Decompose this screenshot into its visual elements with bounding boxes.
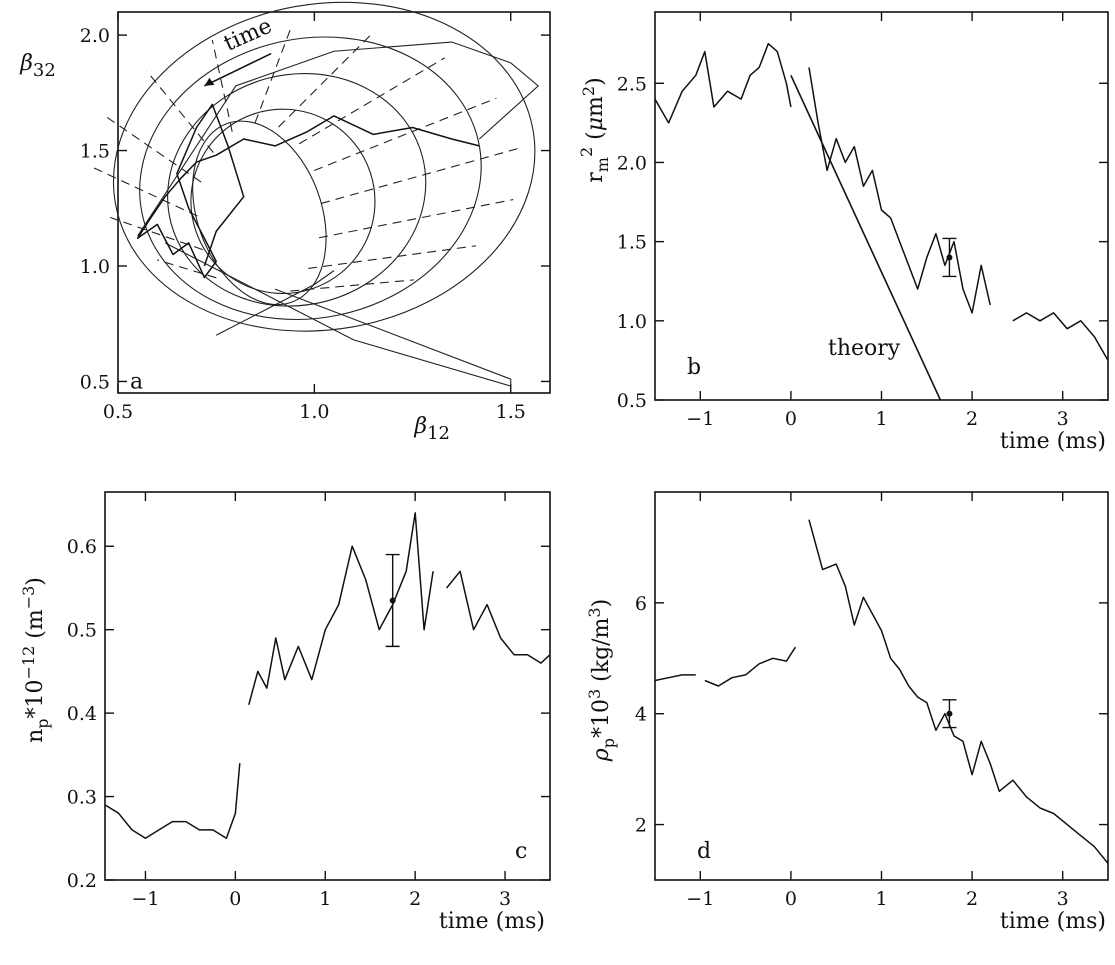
y-tick-label: 1.0 [80, 256, 110, 278]
plot-frame [104, 491, 551, 881]
mesh-tail [164, 242, 512, 387]
mesh-contour [112, 1, 536, 332]
mesh-spoke [91, 166, 198, 217]
y-axis-label: np*10−12 (m−3) [19, 577, 52, 743]
x-tick-label: 3 [499, 888, 511, 910]
series-line [808, 67, 991, 314]
y-tick-label: 1.5 [80, 141, 110, 163]
x-tick-label: 0 [229, 888, 241, 910]
panel-d: −1 0 1 2 3 2 4 6 d time (ms) ρp*103 (kg/m3) [585, 491, 1109, 934]
x-tick-label: 2 [966, 408, 978, 430]
series-line [654, 42, 792, 124]
mesh-outer-boundary [137, 41, 540, 237]
mesh-spoke [104, 115, 202, 183]
series-line [248, 512, 434, 705]
panel-label: c [515, 839, 527, 864]
x-tick-label: 0 [785, 408, 797, 430]
y-tick-label: 6 [635, 593, 647, 615]
series-line [446, 570, 551, 664]
y-axis-label: ρp*103 (kg/m3) [585, 599, 618, 762]
mesh-spoke [290, 279, 415, 292]
error-bar-point [389, 597, 396, 604]
y-tick-label: 0.5 [617, 390, 647, 412]
y-tick-label: 0.4 [67, 703, 97, 725]
x-tick-label: 3 [1057, 888, 1069, 910]
y-tick-label: 0.2 [67, 870, 97, 892]
time-annotation: time [220, 14, 276, 57]
series-line [704, 646, 797, 687]
y-tick-label: 1.0 [617, 311, 647, 333]
time-arrowhead [204, 77, 215, 86]
x-tick-label: 2 [966, 888, 978, 910]
mesh-spoke [298, 57, 445, 145]
x-axis-label: β12 [413, 414, 450, 444]
series-line [654, 674, 696, 682]
y-tick-label: 2.0 [617, 152, 647, 174]
mesh-spoke [254, 26, 293, 124]
x-tick-label: 1.0 [299, 401, 329, 423]
x-tick-label: 3 [1057, 408, 1069, 430]
x-axis-label: time (ms) [439, 909, 545, 934]
x-axis-label: time (ms) [1000, 429, 1106, 454]
error-bar-point [946, 254, 953, 261]
plot-frame [117, 11, 551, 394]
x-tick-label: −1 [686, 888, 714, 910]
series-line [104, 763, 241, 840]
mesh-spoke [308, 245, 477, 269]
mesh-spoke [320, 147, 521, 204]
y-tick-label: 4 [635, 704, 647, 726]
mesh-spoke [211, 39, 233, 132]
x-tick-label: −1 [686, 408, 714, 430]
x-axis-label: time (ms) [1000, 909, 1106, 934]
panel-label: a [130, 369, 143, 394]
y-tick-label: 0.5 [67, 620, 97, 642]
series-line [1012, 312, 1109, 361]
y-tick-label: 0.3 [67, 787, 97, 809]
mesh-spoke [146, 70, 214, 153]
mesh-spoke [318, 199, 514, 239]
x-tick-label: 1 [875, 888, 887, 910]
panel-label: b [687, 355, 701, 380]
x-tick-label: 0.5 [103, 401, 133, 423]
y-axis-label: β32 [19, 51, 56, 81]
theory-line [790, 75, 942, 401]
panel-b: −1 0 1 2 3 0.5 1.0 1.5 2.0 2.5 theory b time (ms) rm2… [577, 11, 1109, 454]
y-tick-label: 0.5 [80, 371, 110, 393]
y-tick-label: 2.5 [617, 73, 647, 95]
x-tick-label: 1 [319, 888, 331, 910]
series-line [136, 103, 480, 279]
error-bar-point [946, 710, 953, 717]
y-axis-label: rm2 (μm2) [577, 77, 612, 182]
panel-label: d [697, 839, 711, 864]
x-tick-label: 2 [409, 888, 421, 910]
mesh-tail [215, 270, 335, 336]
mesh-spoke [156, 259, 217, 279]
x-tick-label: 0 [785, 888, 797, 910]
time-arrow [204, 52, 272, 87]
y-tick-label: 1.5 [617, 232, 647, 254]
panel-c: −1 0 1 2 3 0.2 0.3 0.4 0.5 0.6 c time (ms) np*10−12 … [19, 491, 551, 934]
x-tick-label: 1.5 [496, 401, 526, 423]
plot-frame [654, 491, 1109, 881]
x-tick-label: −1 [131, 888, 159, 910]
mesh-spoke [313, 97, 497, 172]
mesh-spoke [278, 32, 374, 128]
theory-annotation: theory [828, 336, 901, 361]
y-tick-label: 2 [635, 815, 647, 837]
x-tick-label: 1 [875, 408, 887, 430]
mesh-contour [167, 72, 427, 307]
panel-a: 0.5 1.0 1.5 0.5 1.0 1.5 2.0 time a β12 β32 [19, 1, 551, 444]
y-tick-label: 2.0 [80, 25, 110, 47]
series-line [808, 519, 1109, 864]
mesh-contour [139, 36, 482, 321]
y-tick-label: 0.6 [67, 536, 97, 558]
mesh-inner-boundary [192, 120, 327, 306]
